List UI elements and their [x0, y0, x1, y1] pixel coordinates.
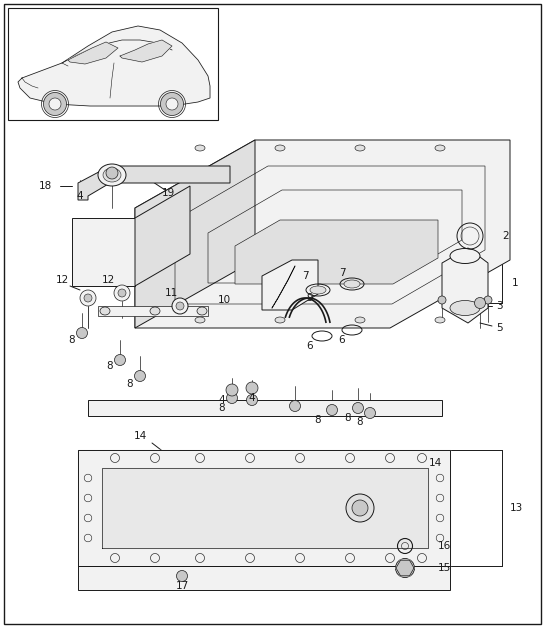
Polygon shape — [272, 266, 295, 308]
Text: 4: 4 — [77, 191, 83, 201]
Text: 6: 6 — [338, 335, 346, 345]
Circle shape — [166, 98, 178, 110]
Polygon shape — [235, 220, 438, 284]
Text: 8: 8 — [219, 403, 225, 413]
Text: 16: 16 — [438, 541, 451, 551]
Ellipse shape — [197, 307, 207, 315]
Circle shape — [172, 298, 188, 314]
Text: 13: 13 — [510, 503, 523, 513]
Circle shape — [44, 92, 66, 116]
Circle shape — [177, 570, 187, 582]
Polygon shape — [18, 26, 210, 106]
Circle shape — [396, 558, 415, 578]
Ellipse shape — [344, 280, 360, 288]
Ellipse shape — [98, 164, 126, 186]
Text: 5: 5 — [496, 323, 502, 333]
Text: 12: 12 — [56, 275, 69, 285]
Circle shape — [246, 382, 258, 394]
Text: 18: 18 — [39, 181, 52, 191]
Text: 12: 12 — [101, 275, 114, 285]
Circle shape — [49, 98, 61, 110]
Text: 8: 8 — [126, 379, 134, 389]
Ellipse shape — [103, 168, 121, 182]
Text: 7: 7 — [302, 271, 308, 281]
Circle shape — [76, 327, 88, 338]
Circle shape — [160, 92, 184, 116]
Text: 19: 19 — [161, 188, 174, 198]
Ellipse shape — [310, 286, 326, 294]
Circle shape — [326, 404, 337, 416]
Circle shape — [365, 408, 376, 418]
Polygon shape — [135, 140, 510, 328]
Circle shape — [484, 296, 492, 304]
Circle shape — [114, 354, 125, 365]
Circle shape — [246, 394, 257, 406]
Text: 14: 14 — [134, 431, 147, 441]
Ellipse shape — [100, 307, 110, 315]
Ellipse shape — [195, 145, 205, 151]
Circle shape — [227, 392, 238, 404]
Circle shape — [289, 401, 300, 411]
Circle shape — [353, 403, 364, 413]
Polygon shape — [78, 566, 450, 590]
Polygon shape — [102, 468, 428, 548]
Circle shape — [106, 167, 118, 179]
Text: 2: 2 — [502, 231, 508, 241]
Circle shape — [114, 285, 130, 301]
Circle shape — [80, 290, 96, 306]
Circle shape — [352, 500, 368, 516]
Text: 8: 8 — [69, 335, 75, 345]
Polygon shape — [120, 40, 172, 62]
Circle shape — [84, 294, 92, 302]
Polygon shape — [78, 166, 230, 200]
Text: 7: 7 — [338, 268, 346, 278]
Circle shape — [475, 298, 486, 308]
Bar — [8, 8, 218, 120]
Ellipse shape — [150, 307, 160, 315]
Polygon shape — [78, 450, 450, 566]
Polygon shape — [396, 560, 414, 576]
Polygon shape — [135, 186, 190, 286]
Circle shape — [226, 384, 238, 396]
Text: 3: 3 — [496, 301, 502, 311]
Circle shape — [118, 289, 126, 297]
Text: 4: 4 — [219, 395, 225, 405]
Text: 8: 8 — [344, 413, 352, 423]
Text: 6: 6 — [307, 341, 313, 351]
Text: 1: 1 — [512, 278, 519, 288]
Ellipse shape — [450, 301, 480, 315]
Ellipse shape — [275, 317, 285, 323]
Polygon shape — [72, 218, 135, 286]
Ellipse shape — [450, 249, 480, 264]
Ellipse shape — [355, 317, 365, 323]
Circle shape — [176, 302, 184, 310]
Text: 14: 14 — [428, 458, 441, 468]
Text: 8: 8 — [356, 417, 364, 427]
Circle shape — [135, 371, 146, 381]
Ellipse shape — [355, 145, 365, 151]
Text: 9: 9 — [307, 293, 313, 303]
Ellipse shape — [195, 317, 205, 323]
Polygon shape — [135, 140, 255, 328]
Ellipse shape — [275, 145, 285, 151]
Polygon shape — [262, 260, 318, 310]
Circle shape — [438, 296, 446, 304]
Text: 15: 15 — [438, 563, 451, 573]
Polygon shape — [68, 42, 118, 64]
Ellipse shape — [435, 145, 445, 151]
Circle shape — [346, 494, 374, 522]
Polygon shape — [442, 248, 488, 323]
Text: 8: 8 — [107, 361, 113, 371]
Text: 17: 17 — [175, 581, 189, 591]
Polygon shape — [88, 400, 442, 416]
Text: 4: 4 — [249, 393, 255, 403]
Polygon shape — [98, 306, 208, 316]
Ellipse shape — [435, 317, 445, 323]
Text: 8: 8 — [314, 415, 322, 425]
Text: 10: 10 — [218, 295, 231, 305]
Text: 11: 11 — [165, 288, 178, 298]
